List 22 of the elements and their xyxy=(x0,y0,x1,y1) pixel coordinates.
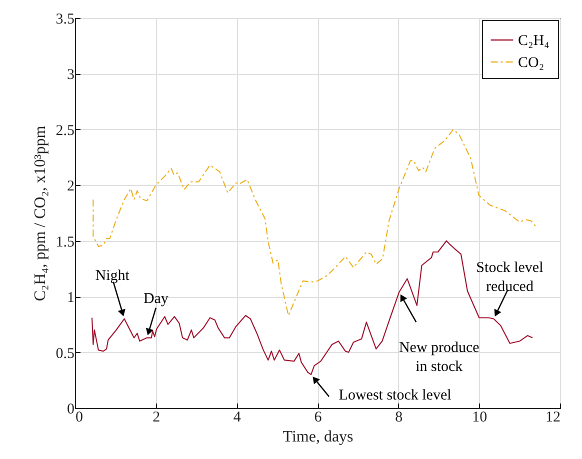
y-tick-label: 2 xyxy=(67,178,74,195)
legend-label: CO₂ xyxy=(518,55,544,71)
x-tick-label: 10 xyxy=(472,410,488,426)
y-tick-label: 1 xyxy=(67,290,74,306)
y-tick-label: 0.5 xyxy=(56,346,74,362)
y-axis-title: C₂H₄, ppm / CO₂, x10³ppm xyxy=(32,125,49,302)
x-tick-label: 6 xyxy=(314,410,322,426)
x-tick-label: 12 xyxy=(546,410,560,426)
annotation: Night xyxy=(95,268,130,284)
x-tick-label: 8 xyxy=(395,410,403,426)
y-tick-label: 1.5 xyxy=(56,234,74,250)
annotation: Day xyxy=(143,290,169,307)
legend-label: C₂H₄ xyxy=(518,33,550,49)
annotation: New produce in stock xyxy=(398,340,480,376)
annotation: Stock level reduced xyxy=(476,260,544,295)
x-tick-label: 4 xyxy=(233,410,242,426)
x-tick-label: 2 xyxy=(152,410,160,426)
y-tick-label: 3 xyxy=(67,67,74,84)
x-axis-title: Time, days xyxy=(282,428,354,446)
y-tick-label: 2.5 xyxy=(56,122,74,139)
annotation: Lowest stock level xyxy=(338,388,452,404)
y-tick-label: 3.5 xyxy=(56,12,74,28)
